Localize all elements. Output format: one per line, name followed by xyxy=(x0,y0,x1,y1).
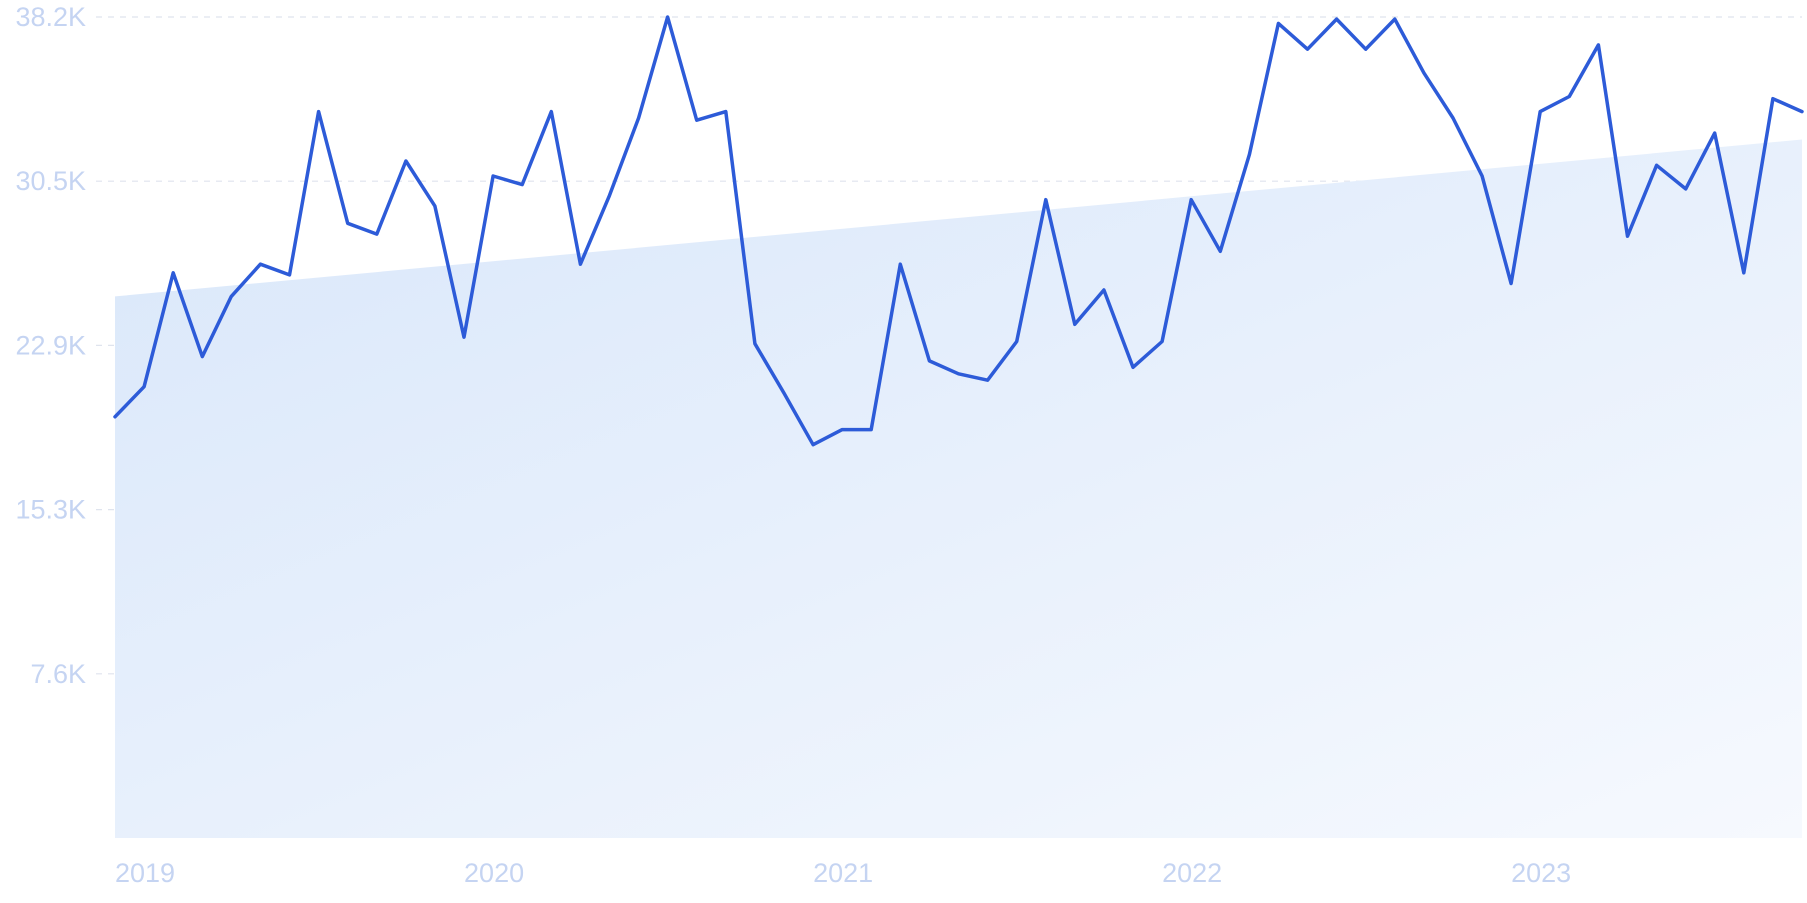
x-axis-ticks: 2019 2020 2021 2022 2023 xyxy=(115,858,1571,888)
y-tick-label: 38.2K xyxy=(15,2,86,32)
series-line-group xyxy=(113,15,1804,447)
y-tick-label: 7.6K xyxy=(30,659,86,689)
trend-area xyxy=(115,139,1802,838)
trend-area-fill xyxy=(115,139,1802,838)
x-tick-label: 2021 xyxy=(813,858,873,888)
y-tick-label: 22.9K xyxy=(15,330,86,360)
x-tick-label: 2020 xyxy=(464,858,524,888)
x-tick-label: 2023 xyxy=(1511,858,1571,888)
x-tick-label: 2022 xyxy=(1162,858,1222,888)
series-line xyxy=(113,15,1804,447)
y-tick-label: 15.3K xyxy=(15,495,86,525)
y-tick-label: 30.5K xyxy=(15,166,86,196)
y-axis-ticks: 7.6K 15.3K 22.9K 30.5K 38.2K xyxy=(15,2,86,689)
x-tick-label: 2019 xyxy=(115,858,175,888)
